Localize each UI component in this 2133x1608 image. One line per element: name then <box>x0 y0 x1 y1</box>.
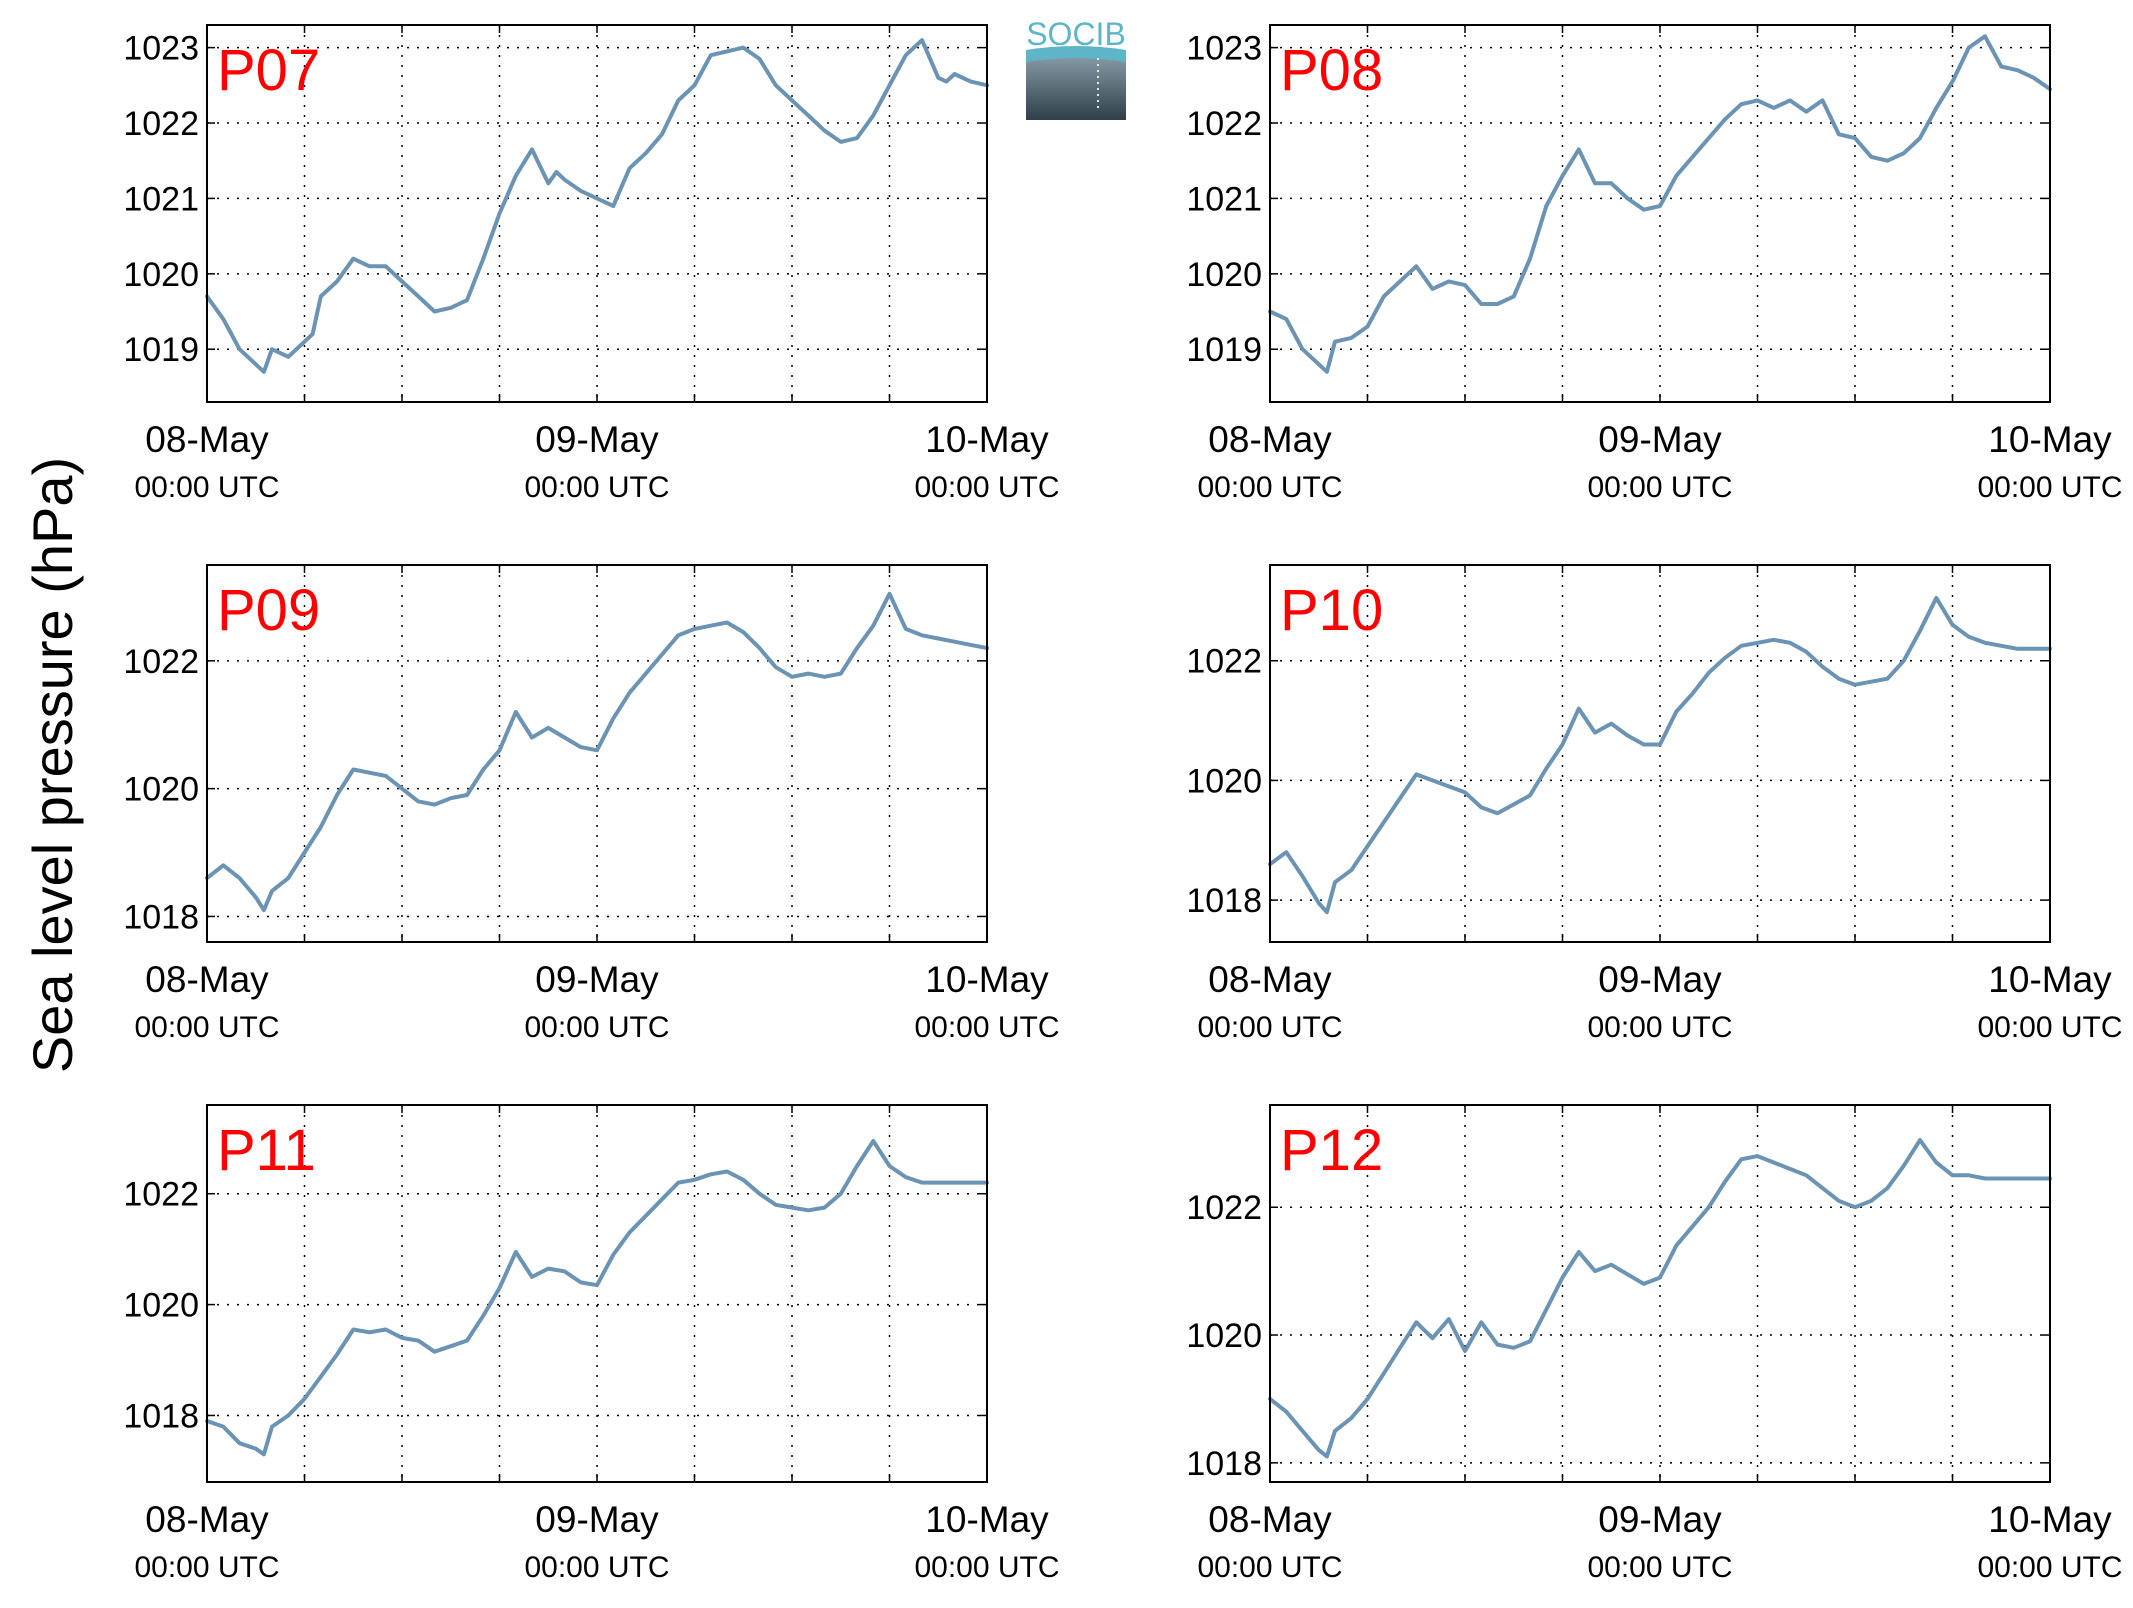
socib-logo: SOCIB <box>1026 16 1126 120</box>
plot-area <box>1270 25 2050 402</box>
panel-label: P07 <box>217 38 320 103</box>
plot-area <box>1270 1105 2050 1482</box>
x-tick-label-date: 10-May <box>1988 419 2112 460</box>
panel-label: P08 <box>1280 38 1383 103</box>
x-tick-label-time: 00:00 UTC <box>1197 1011 1342 1044</box>
x-tick-label-time: 00:00 UTC <box>1587 1551 1732 1584</box>
chart-panel-p10: 1018 1020 1022 P10 08-May 00:00 UTC 09-May 00:0… <box>1186 564 2123 1044</box>
x-tick-label-time: 00:00 UTC <box>1197 1551 1342 1584</box>
x-tick-label-time: 00:00 UTC <box>1587 471 1732 504</box>
plot-area <box>207 25 987 402</box>
chart-panel-p11: 1018 1020 1022 P11 08-May 00:00 UTC 09-May 00:0… <box>123 1104 1060 1584</box>
plot-area <box>207 565 987 942</box>
x-tick-label-time: 00:00 UTC <box>134 1551 279 1584</box>
x-tick-label-date: 08-May <box>1208 1499 1332 1540</box>
y-tick-label: 1018 <box>123 1397 199 1435</box>
axes-frame <box>206 1104 988 1483</box>
series-line <box>1268 595 2052 915</box>
x-tick-label-time: 00:00 UTC <box>1977 1011 2122 1044</box>
y-tick-label: 1018 <box>123 898 199 936</box>
series-line <box>205 38 989 374</box>
x-tick-label-date: 09-May <box>535 419 659 460</box>
series-line <box>205 1139 989 1457</box>
x-tick-label-time: 00:00 UTC <box>1977 1551 2122 1584</box>
x-tick-label-time: 00:00 UTC <box>914 1011 1059 1044</box>
y-tick-label: 1022 <box>1186 1189 1262 1227</box>
series-line <box>205 591 989 913</box>
x-tick-label-date: 09-May <box>535 959 659 1000</box>
x-tick-label-date: 09-May <box>1598 959 1722 1000</box>
x-tick-label-date: 08-May <box>145 959 269 1000</box>
x-tick-label-date: 08-May <box>145 1499 269 1540</box>
y-tick-label: 1018 <box>1186 1445 1262 1483</box>
x-tick-label-time: 00:00 UTC <box>914 1551 1059 1584</box>
panels: 1019 1020 1021 1022 1023 P07 08-May 00:00 UTC 09… <box>123 24 2123 1584</box>
x-tick-label-date: 09-May <box>535 1499 659 1540</box>
x-tick-label-date: 10-May <box>1988 1499 2112 1540</box>
axes-frame <box>206 24 988 403</box>
x-tick-label-date: 10-May <box>925 1499 1049 1540</box>
series-line <box>1268 34 2052 374</box>
x-tick-label-time: 00:00 UTC <box>1197 471 1342 504</box>
x-tick-label-time: 00:00 UTC <box>1977 471 2122 504</box>
y-tick-label: 1022 <box>1186 105 1262 143</box>
axes-frame <box>1269 24 2051 403</box>
x-tick-label-time: 00:00 UTC <box>524 471 669 504</box>
x-tick-label-date: 10-May <box>1988 959 2112 1000</box>
axes-frame <box>206 564 988 943</box>
x-tick-label-date: 08-May <box>1208 419 1332 460</box>
x-tick-label-time: 00:00 UTC <box>134 471 279 504</box>
y-tick-label: 1021 <box>1186 180 1262 218</box>
axes-frame <box>1269 1104 2051 1483</box>
chart-panel-p08: 1019 1020 1021 1022 1023 P08 08-May 00:00 UTC 09… <box>1186 24 2123 504</box>
y-tick-label: 1022 <box>1186 643 1262 681</box>
panel-label: P09 <box>217 578 320 643</box>
chart-panel-p09: 1018 1020 1022 P09 08-May 00:00 UTC 09-May 00:0… <box>123 564 1060 1044</box>
x-tick-label-time: 00:00 UTC <box>134 1011 279 1044</box>
x-tick-label-time: 00:00 UTC <box>1587 1011 1732 1044</box>
chart-panel-p12: 1018 1020 1022 P12 08-May 00:00 UTC 09-May 00:0… <box>1186 1104 2123 1584</box>
x-tick-label-date: 09-May <box>1598 419 1722 460</box>
y-tick-label: 1020 <box>123 256 199 294</box>
series-line <box>1268 1138 2052 1459</box>
socib-logo-text: SOCIB <box>1026 16 1126 52</box>
y-tick-label: 1023 <box>123 30 199 68</box>
x-tick-label-date: 10-May <box>925 419 1049 460</box>
x-tick-label-date: 08-May <box>1208 959 1332 1000</box>
y-tick-label: 1019 <box>1186 331 1262 369</box>
panel-label: P10 <box>1280 578 1383 643</box>
axes-frame <box>1269 564 2051 943</box>
y-tick-label: 1022 <box>123 105 199 143</box>
x-tick-label-time: 00:00 UTC <box>524 1011 669 1044</box>
x-tick-label-date: 10-May <box>925 959 1049 1000</box>
y-tick-label: 1022 <box>123 643 199 681</box>
figure-y-axis-label: Sea level pressure (hPa) <box>21 457 84 1073</box>
y-tick-label: 1020 <box>1186 256 1262 294</box>
x-tick-label-date: 09-May <box>1598 1499 1722 1540</box>
y-tick-label: 1019 <box>123 331 199 369</box>
panel-label: P12 <box>1280 1118 1383 1183</box>
y-tick-label: 1020 <box>123 771 199 809</box>
panel-label: P11 <box>217 1118 316 1183</box>
x-tick-label-date: 08-May <box>145 419 269 460</box>
chart-panel-p07: 1019 1020 1021 1022 1023 P07 08-May 00:00 UTC 09… <box>123 24 1060 504</box>
y-tick-label: 1022 <box>123 1176 199 1214</box>
x-tick-label-time: 00:00 UTC <box>524 1551 669 1584</box>
y-tick-label: 1018 <box>1186 882 1262 920</box>
y-tick-label: 1023 <box>1186 30 1262 68</box>
y-tick-label: 1020 <box>1186 1317 1262 1355</box>
x-tick-label-time: 00:00 UTC <box>914 471 1059 504</box>
y-tick-label: 1021 <box>123 180 199 218</box>
y-tick-label: 1020 <box>1186 762 1262 800</box>
y-tick-label: 1020 <box>123 1287 199 1325</box>
